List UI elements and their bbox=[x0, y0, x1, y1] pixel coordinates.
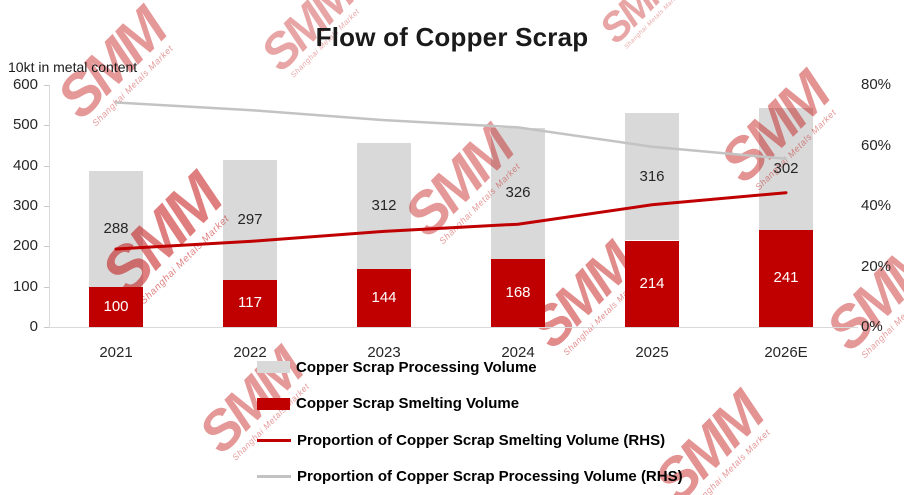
processing-proportion-line bbox=[114, 101, 788, 161]
left-axis-unit-label: 10kt in metal content bbox=[8, 59, 138, 75]
smelting-proportion-line bbox=[114, 191, 788, 251]
chart-title: Flow of Copper Scrap bbox=[315, 22, 589, 52]
